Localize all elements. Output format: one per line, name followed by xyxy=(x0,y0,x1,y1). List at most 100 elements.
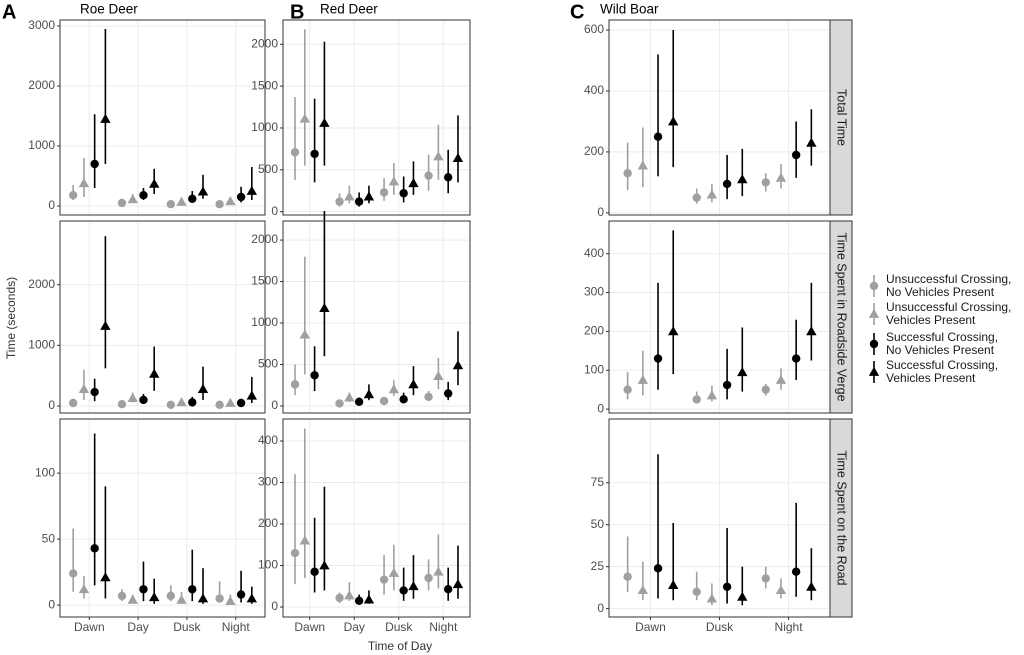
strip xyxy=(829,418,853,618)
strip xyxy=(829,19,853,216)
point xyxy=(344,191,355,201)
point xyxy=(363,191,375,201)
y-tick-label: 500 xyxy=(258,162,278,176)
point xyxy=(149,592,160,602)
point xyxy=(452,579,464,589)
point xyxy=(215,200,224,209)
point xyxy=(637,160,649,170)
point xyxy=(299,535,311,545)
point xyxy=(236,398,246,408)
y-tick-label: 500 xyxy=(258,357,278,371)
point xyxy=(623,385,632,394)
point xyxy=(706,390,718,400)
panel-border xyxy=(282,19,471,216)
point xyxy=(215,400,224,410)
point xyxy=(443,173,453,182)
point xyxy=(176,397,187,407)
y-tick-label: 100 xyxy=(258,558,278,572)
y-tick-label: 50 xyxy=(591,517,605,531)
y-tick-label: 2000 xyxy=(28,277,55,291)
point xyxy=(737,174,748,184)
point xyxy=(246,593,258,603)
point xyxy=(354,596,364,606)
point xyxy=(791,150,801,160)
legend-entry: Unsuccessful Crossing, No Vehicles Prese… xyxy=(868,273,1014,299)
point xyxy=(761,574,770,583)
y-tick-label: 400 xyxy=(584,83,604,97)
point xyxy=(90,159,99,169)
y-tick-label: 200 xyxy=(258,516,278,530)
point xyxy=(290,380,300,389)
panel-background xyxy=(283,20,470,215)
legend-marker xyxy=(868,308,880,318)
point xyxy=(354,197,364,206)
y-tick-label: 0 xyxy=(597,601,604,615)
point xyxy=(78,383,90,393)
panel-background xyxy=(283,419,470,617)
point xyxy=(623,572,632,581)
y-tick-label: 0 xyxy=(48,198,55,212)
point xyxy=(225,595,236,606)
point xyxy=(363,389,375,399)
point xyxy=(775,584,787,595)
point xyxy=(68,569,78,578)
y-tick-label: 0 xyxy=(48,597,55,611)
x-tick-label: Dusk xyxy=(385,620,413,634)
point xyxy=(722,380,732,390)
y-tick-label: 600 xyxy=(584,22,604,36)
point xyxy=(775,172,787,182)
x-tick-label: Dusk xyxy=(706,620,734,634)
strip-label: Time Spent in Roadside Verge xyxy=(835,232,849,401)
point xyxy=(408,581,419,591)
y-tick-label: 1000 xyxy=(28,338,55,352)
point xyxy=(188,398,197,407)
y-tick-label: 1500 xyxy=(251,274,278,288)
point xyxy=(761,178,770,187)
point xyxy=(344,590,355,600)
legend-marker xyxy=(869,281,879,291)
point xyxy=(379,575,389,584)
y-tick-label: 3000 xyxy=(28,18,55,32)
point xyxy=(127,392,138,403)
legend-entry: Successful Crossing, Vehicles Present xyxy=(868,359,1014,385)
point xyxy=(791,354,801,363)
point xyxy=(737,591,748,601)
point xyxy=(379,188,389,197)
point xyxy=(668,579,679,590)
point xyxy=(443,584,453,594)
legend-icon xyxy=(868,361,880,383)
point xyxy=(668,116,679,126)
point xyxy=(90,544,99,553)
x-tick-label: Night xyxy=(429,620,458,634)
point xyxy=(637,584,649,595)
point xyxy=(335,197,344,206)
point xyxy=(399,395,408,404)
panel-border xyxy=(282,220,471,414)
strip-label: Total Time xyxy=(835,89,849,146)
x-tick-label: Dawn xyxy=(74,620,105,634)
y-tick-label: 0 xyxy=(48,398,55,412)
point xyxy=(176,196,187,206)
point xyxy=(225,397,236,407)
legend-entry: Successful Crossing, No Vehicles Present xyxy=(868,331,1014,357)
panel-background xyxy=(60,419,265,617)
point xyxy=(149,368,160,378)
y-tick-label: 25 xyxy=(591,559,605,573)
point xyxy=(637,374,649,384)
point xyxy=(443,389,453,398)
point xyxy=(388,567,400,577)
legend-icon xyxy=(869,333,879,355)
panel-title: Wild Boar xyxy=(600,2,659,17)
point xyxy=(399,586,408,595)
point xyxy=(117,198,127,208)
x-axis-label: Time of Day xyxy=(368,639,432,653)
point xyxy=(344,392,355,402)
point xyxy=(433,151,444,161)
point xyxy=(433,566,444,576)
y-tick-label: 0 xyxy=(271,398,278,412)
point xyxy=(722,582,732,591)
point xyxy=(68,191,78,200)
y-tick-label: 2000 xyxy=(28,78,55,92)
point xyxy=(78,178,90,188)
